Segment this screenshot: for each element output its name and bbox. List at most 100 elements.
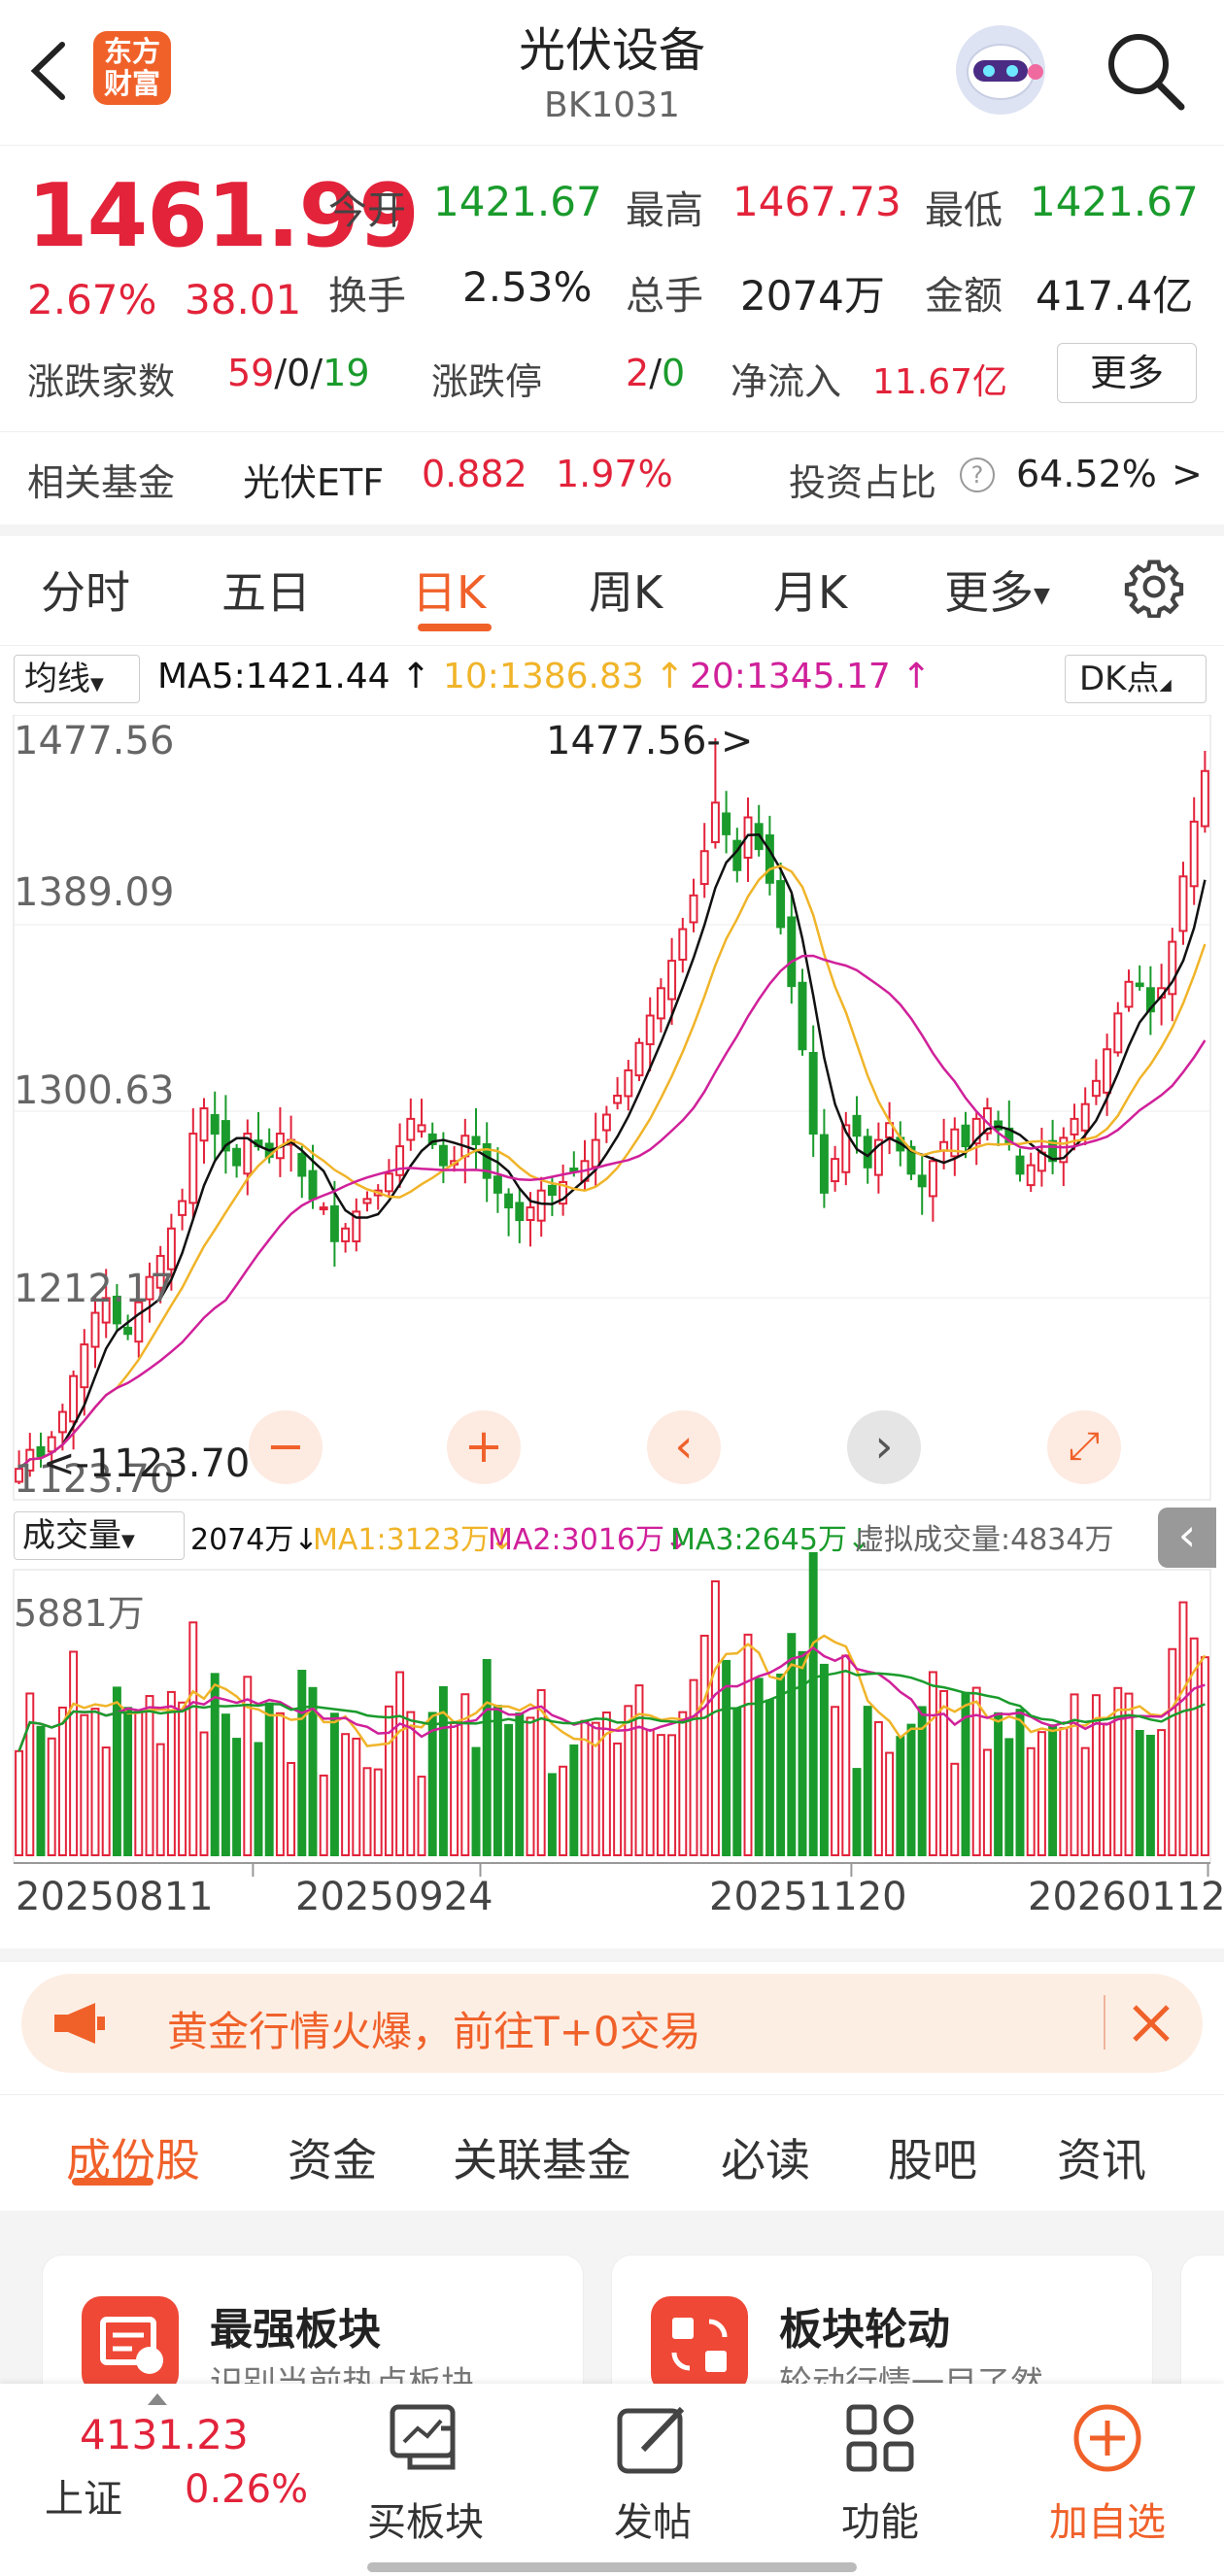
candle (526, 1206, 535, 1221)
section-gap (0, 1949, 1224, 1962)
min-price-marker: <-1123.70 (43, 1441, 251, 1486)
tab-more[interactable]: 更多▼ (944, 558, 1050, 622)
candle (101, 1297, 111, 1324)
banner-text: 黄金行情火爆，前往T+0交易 (167, 2008, 701, 2055)
candle (765, 834, 774, 884)
tab-five-day[interactable]: 五日 (221, 566, 311, 619)
volume-bar (221, 1713, 230, 1856)
tab-weekly-k[interactable]: 周K (589, 566, 663, 619)
tab-related-funds[interactable]: 关联基金 (453, 2134, 631, 2186)
volume-bar (819, 1663, 829, 1856)
max-price-marker: 1477.56-> (546, 719, 754, 763)
slash: / (310, 352, 323, 394)
nav-functions[interactable]: 功能 (814, 2393, 946, 2559)
volume-bar (493, 1705, 502, 1857)
amount-value: 417.4亿 (1036, 272, 1194, 320)
tab-must-read[interactable]: 必读 (721, 2134, 810, 2186)
limit-down: 0 (662, 352, 686, 394)
volume-bar (243, 1676, 253, 1857)
section-gap (0, 525, 1224, 536)
volume-bar (885, 1751, 895, 1856)
volume-bar (112, 1686, 121, 1856)
tab-intraday[interactable]: 分时 (41, 566, 130, 619)
volume-bar (145, 1695, 154, 1857)
candle (808, 1051, 818, 1135)
robot-assistant-icon[interactable] (952, 21, 1049, 119)
candle (134, 1301, 144, 1343)
search-icon[interactable] (1104, 29, 1187, 113)
collapse-panel-button[interactable]: ‹ (1158, 1508, 1216, 1568)
fullscreen-icon[interactable]: ⤢ (1047, 1410, 1121, 1484)
tab-news[interactable]: 资讯 (1057, 2134, 1146, 2186)
volume-bar (1048, 1724, 1058, 1856)
candle (384, 1172, 393, 1193)
volume-bar (699, 1634, 709, 1856)
candle (199, 1107, 209, 1142)
ma20-legend: 20:1345.17 ↑ (690, 657, 932, 696)
volume-bar (917, 1706, 927, 1856)
nav-buy-sector[interactable]: 买板块 (359, 2393, 492, 2559)
candle (471, 1135, 481, 1145)
candle (1178, 875, 1188, 932)
candle (1145, 987, 1155, 1013)
candle (438, 1144, 448, 1167)
breadth-flat: 0 (287, 352, 311, 394)
volume-bar (873, 1720, 883, 1857)
tab-capital[interactable]: 资金 (288, 2134, 377, 2186)
change-pct: 2.67% (27, 276, 157, 323)
nav-label: 发帖 (614, 2500, 692, 2545)
scroll-right-button[interactable]: › (847, 1410, 921, 1484)
index-value[interactable]: 4131.23 (80, 2411, 249, 2458)
volume-bar (634, 1684, 644, 1856)
back-arrow-icon[interactable] (25, 39, 70, 103)
candle (210, 1114, 220, 1135)
ratio-label: 投资占比 (789, 461, 937, 504)
tab-forum[interactable]: 股吧 (888, 2134, 977, 2186)
volume-bar (90, 1708, 100, 1857)
buy-sector-icon (390, 2404, 456, 2470)
expand-up-icon[interactable] (148, 2393, 167, 2405)
candle (112, 1295, 121, 1325)
volume-max-label: 5881万 (14, 1592, 145, 1635)
nav-add-watchlist[interactable]: 加自选 (1041, 2393, 1173, 2559)
y-tick-label: 1300.63 (14, 1068, 175, 1113)
fund-name[interactable]: 光伏ETF (243, 461, 385, 504)
volume-bar (460, 1693, 470, 1857)
turnover-value: 2.53% (462, 263, 593, 311)
volume-bar (656, 1734, 665, 1857)
candle (1168, 940, 1177, 996)
ma-selector[interactable]: 均线▼ (14, 655, 140, 703)
chevron-right-icon[interactable]: > (1172, 453, 1203, 495)
ma10-legend: 10:1386.83 ↑ (443, 657, 685, 696)
fund-pct: 1.97% (556, 453, 673, 495)
tab-monthly-k[interactable]: 月K (773, 566, 848, 619)
candle (297, 1153, 307, 1177)
candle (917, 1174, 927, 1188)
close-icon[interactable] (1129, 2001, 1173, 2046)
vol-ma2-legend: MA2:3016万↓ (488, 1523, 690, 1557)
volume-bar (994, 1712, 1003, 1856)
zoom-in-button[interactable]: + (447, 1410, 521, 1484)
x-tick-label: 20251120 (709, 1875, 907, 1919)
nav-post[interactable]: 发帖 (587, 2393, 719, 2559)
caret-down-icon: ▼ (1034, 584, 1050, 608)
sector-rotation-icon (651, 2296, 748, 2393)
volume-bar (906, 1723, 916, 1856)
page-title: 光伏设备 (518, 23, 705, 78)
more-button[interactable]: 更多 (1057, 343, 1197, 403)
candlestick-chart[interactable] (0, 715, 1224, 1949)
candle (406, 1117, 416, 1141)
scroll-left-button[interactable]: ‹ (647, 1410, 721, 1484)
volume-bar (1059, 1727, 1069, 1856)
open-value: 1421.67 (433, 178, 602, 225)
tab-daily-k[interactable]: 日K (412, 566, 487, 619)
volume-bar (743, 1633, 753, 1856)
candle (80, 1343, 89, 1389)
zoom-out-button[interactable]: − (249, 1410, 323, 1484)
settings-gear-icon[interactable] (1123, 556, 1185, 618)
volume-indicator-selector[interactable]: 成交量▼ (14, 1511, 185, 1560)
help-icon[interactable]: ? (960, 458, 995, 492)
candle (188, 1133, 198, 1204)
promo-banner[interactable]: 黄金行情火爆，前往T+0交易 (21, 1974, 1203, 2073)
dk-point-selector[interactable]: DK点◢ (1065, 655, 1207, 703)
